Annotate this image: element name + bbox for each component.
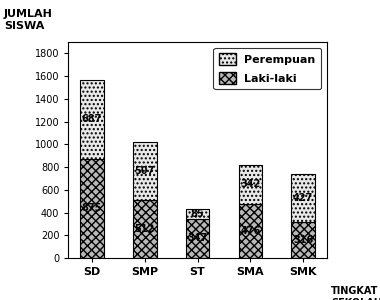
Bar — [239, 165, 262, 204]
Text: TINGKAT
SEKOLAH: TINGKAT SEKOLAH — [331, 286, 380, 300]
Text: 85: 85 — [191, 209, 204, 219]
Bar — [133, 142, 157, 200]
Text: 687: 687 — [82, 115, 102, 124]
Text: 875: 875 — [82, 203, 102, 213]
Bar — [186, 209, 209, 219]
Text: 316: 316 — [293, 235, 313, 245]
Bar — [80, 80, 104, 158]
Text: 476: 476 — [240, 226, 261, 236]
Bar — [239, 204, 262, 258]
Bar — [133, 200, 157, 258]
Text: 347: 347 — [187, 233, 208, 243]
Bar — [291, 173, 315, 222]
Text: JUMLAH
SISWA: JUMLAH SISWA — [4, 9, 53, 31]
Bar — [291, 222, 315, 258]
Bar — [80, 158, 104, 258]
Text: 507: 507 — [135, 166, 155, 176]
Bar — [186, 219, 209, 258]
Text: 342: 342 — [240, 179, 261, 189]
Text: 427: 427 — [293, 193, 313, 203]
Legend: Perempuan, Laki-laki: Perempuan, Laki-laki — [213, 48, 321, 89]
Text: 512: 512 — [135, 224, 155, 234]
